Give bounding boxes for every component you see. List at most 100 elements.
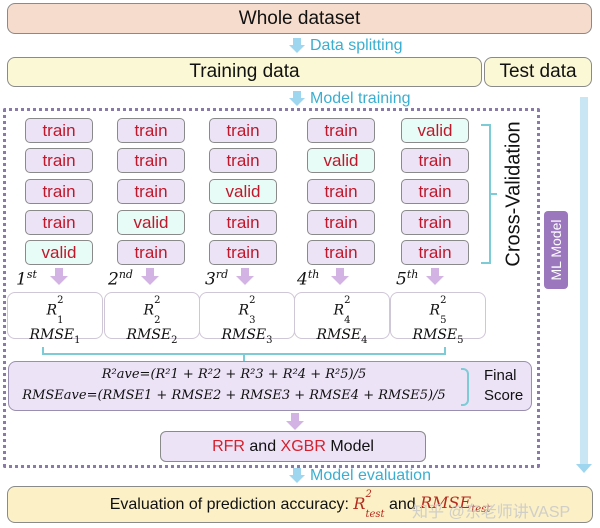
fold-block-label: train	[226, 120, 260, 140]
fold-block: train	[25, 148, 93, 173]
fold-metric-box: R2 5 RMSE5	[390, 292, 486, 346]
fold-ordinal: 5th	[396, 268, 419, 290]
fold-block: valid	[25, 240, 93, 265]
fold-block-label: train	[42, 120, 76, 140]
down-arrow-icon	[331, 268, 349, 286]
metrics-bracket	[42, 347, 446, 355]
fold-block-label: train	[134, 181, 168, 201]
whole-dataset-label: Whole dataset	[238, 7, 361, 29]
r2-test: R2 test	[353, 489, 385, 520]
and-label: and	[244, 437, 281, 455]
fold-block: valid	[209, 179, 277, 204]
fold-block-label: train	[42, 212, 76, 232]
fold-block: train	[117, 240, 185, 265]
watermark: 知乎 @东老师讲VASP	[412, 504, 571, 521]
fold-block: train	[401, 179, 469, 204]
fold-block-label: valid	[133, 212, 169, 232]
rfr-xgbr-model-box: RFR and XGBR Model	[160, 431, 426, 462]
r2-average-formula: R²ave=(R²1 + R²2 + R²3 + R²4 + R²5)/5	[101, 367, 367, 382]
and-text: and	[384, 495, 421, 513]
fold-metric-box: R2 3 RMSE3	[199, 292, 295, 346]
cross-validation-label: Cross-Validation	[502, 121, 525, 267]
down-arrow-icon	[576, 464, 592, 473]
fold-block-label: train	[418, 242, 452, 262]
fold-block-label: train	[324, 242, 358, 262]
fold-block: train	[209, 148, 277, 173]
down-arrow-icon	[289, 38, 305, 54]
final-score-label: Final Score	[484, 367, 524, 404]
fold-ordinal: 1st	[16, 268, 37, 290]
fold-block-label: valid	[41, 242, 77, 262]
rmse-test: RMSEtest	[420, 493, 491, 516]
fold-block: train	[401, 240, 469, 265]
fold-block-label: train	[42, 181, 76, 201]
fold-metric-box: R2 4 RMSE4	[294, 292, 390, 346]
training-data-label: Training data	[189, 61, 300, 82]
final-score-box: R²ave=(R²1 + R²2 + R²3 + R²4 + R²5)/5 RM…	[8, 361, 532, 411]
whole-dataset-box: Whole dataset	[7, 3, 592, 34]
evaluation-box: Evaluation of prediction accuracy: R2 tes…	[7, 486, 593, 523]
fold-block-label: valid	[417, 120, 453, 140]
fold-block-label: train	[134, 150, 168, 170]
down-arrow-icon	[289, 468, 305, 484]
fold-block-label: train	[418, 212, 452, 232]
down-arrow-icon	[50, 268, 68, 286]
fold-block-label: train	[134, 120, 168, 140]
fold-block: train	[117, 179, 185, 204]
fold-block: train	[209, 240, 277, 265]
fold-block-label: train	[324, 212, 358, 232]
fold-block: train	[25, 179, 93, 204]
fold-block: train	[117, 148, 185, 173]
fold-ordinal: 2nd	[108, 268, 133, 290]
fold-ordinal: 3rd	[205, 268, 229, 290]
final-score-bracket	[461, 368, 469, 406]
training-data-box: Training data	[7, 57, 482, 87]
fold-block: train	[209, 210, 277, 235]
model-training-label: Model training	[310, 90, 411, 107]
fold-block-label: train	[226, 150, 260, 170]
down-arrow-icon	[286, 413, 304, 431]
test-data-label: Test data	[499, 61, 577, 82]
fold-metric-box: R2 2 RMSE2	[104, 292, 200, 346]
fold-block-label: train	[418, 181, 452, 201]
fold-block-label: train	[42, 150, 76, 170]
fold-block: train	[209, 118, 277, 143]
xgbr-label: XGBR	[280, 437, 326, 455]
fold-block: train	[307, 118, 375, 143]
ml-model-container	[3, 108, 540, 468]
fold-ordinal: 4th	[297, 268, 320, 290]
ml-model-label: ML Model	[548, 219, 564, 281]
fold-block: train	[401, 210, 469, 235]
rmse-average-formula: RMSEave=(RMSE1 + RMSE2 + RMSE3 + RMSE4 +…	[22, 388, 446, 403]
cross-validation-bracket	[481, 124, 491, 264]
fold-block-label: train	[324, 181, 358, 201]
fold-block: valid	[117, 210, 185, 235]
data-splitting-label: Data splitting	[310, 37, 403, 54]
fold-block: train	[307, 210, 375, 235]
down-arrow-icon	[141, 268, 159, 286]
fold-block-label: train	[226, 212, 260, 232]
fold-block-label: valid	[323, 150, 359, 170]
evaluation-text: Evaluation of prediction accuracy:	[109, 495, 354, 513]
down-arrow-icon	[426, 268, 444, 286]
fold-block: train	[307, 179, 375, 204]
fold-block: train	[117, 118, 185, 143]
cross-validation-bracket-tip	[491, 193, 497, 195]
model-evaluation-label: Model evaluation	[310, 467, 431, 484]
fold-block-label: train	[134, 242, 168, 262]
fold-block: train	[25, 210, 93, 235]
fold-metric-box: R2 1 RMSE1	[7, 292, 103, 346]
fold-block-label: train	[418, 150, 452, 170]
test-data-flow-bar	[580, 97, 588, 464]
fold-block-label: valid	[225, 181, 261, 201]
down-arrow-icon	[289, 91, 305, 107]
fold-block: train	[307, 240, 375, 265]
fold-block: train	[25, 118, 93, 143]
fold-block: valid	[307, 148, 375, 173]
metrics-bracket-stem	[243, 355, 245, 361]
fold-block-label: train	[324, 120, 358, 140]
fold-block: train	[401, 148, 469, 173]
fold-block-label: train	[226, 242, 260, 262]
ml-model-tag: ML Model	[544, 211, 568, 289]
test-data-box: Test data	[484, 57, 592, 87]
